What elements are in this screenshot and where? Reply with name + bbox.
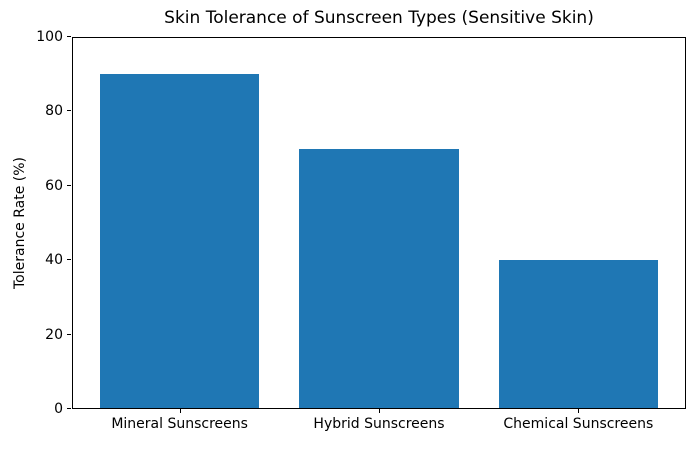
- y-tick-label: 40: [45, 252, 63, 269]
- y-tick-mark: [67, 259, 71, 261]
- chart-title: Skin Tolerance of Sunscreen Types (Sensi…: [164, 8, 594, 28]
- y-tick-label: 60: [45, 177, 63, 194]
- y-tick-mark: [67, 36, 71, 37]
- x-tick-mark: [379, 409, 380, 413]
- y-tick-label: 80: [45, 103, 63, 120]
- y-tick-mark: [67, 408, 71, 409]
- y-tick-mark: [67, 110, 71, 112]
- y-tick-mark: [67, 184, 71, 186]
- bar-hybrid-sunscreens: [299, 148, 459, 408]
- y-tick-label: 0: [54, 401, 63, 417]
- y-tick-label: 100: [36, 29, 63, 45]
- y-axis-label: Tolerance Rate (%): [12, 157, 28, 289]
- x-tick-label: Chemical Sunscreens: [503, 416, 654, 432]
- x-tick-mark: [179, 409, 181, 413]
- x-tick-label: Hybrid Sunscreens: [313, 416, 445, 432]
- bar-mineral-sunscreens: [99, 74, 260, 408]
- x-tick-label: Mineral Sunscreens: [111, 416, 248, 432]
- bar-chemical-sunscreens: [498, 260, 659, 408]
- x-tick-mark: [578, 409, 580, 413]
- y-tick-label: 20: [45, 326, 63, 343]
- plot-area: [72, 37, 686, 409]
- y-tick-mark: [67, 333, 71, 335]
